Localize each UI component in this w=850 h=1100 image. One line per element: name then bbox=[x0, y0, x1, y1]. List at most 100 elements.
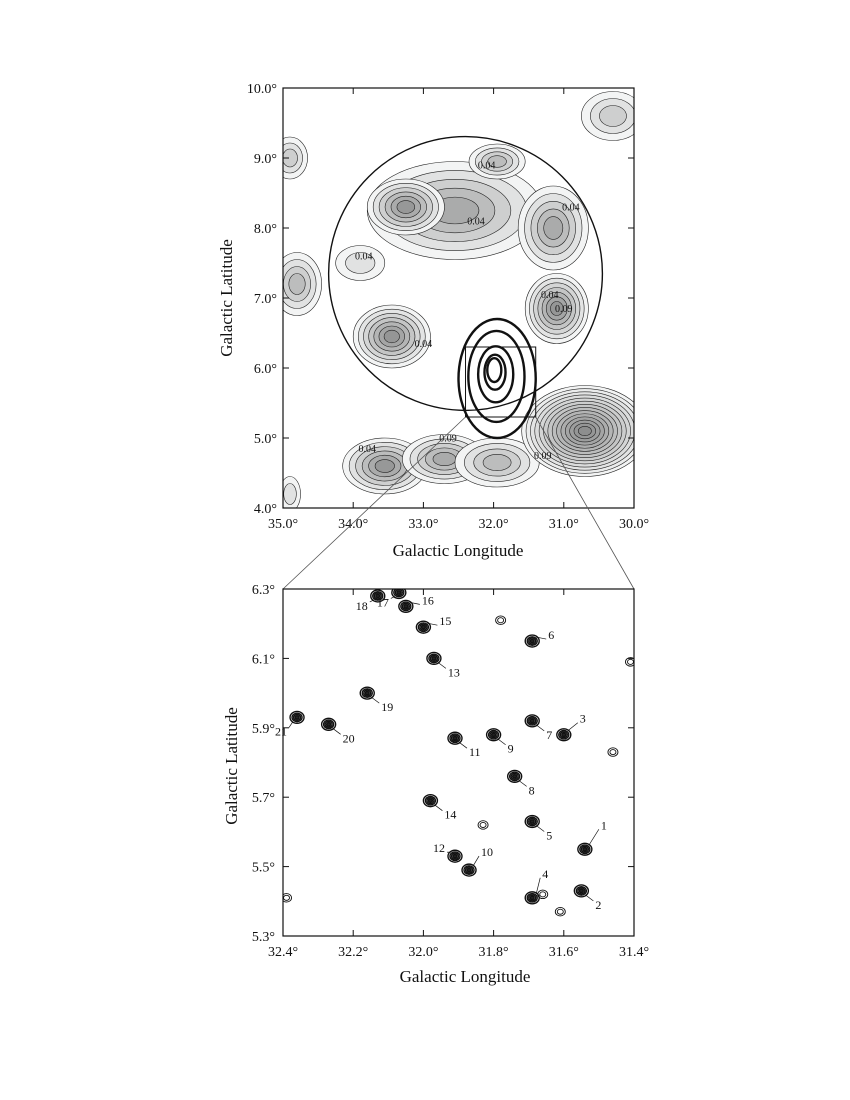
source-contour bbox=[283, 894, 290, 901]
bottom-x-tick-label: 32.2° bbox=[338, 945, 368, 960]
source-contour bbox=[426, 796, 435, 805]
source-label: 9 bbox=[508, 742, 514, 756]
source-leader-line bbox=[371, 696, 380, 704]
source-label: 13 bbox=[448, 665, 460, 679]
source-leader-line bbox=[434, 804, 443, 811]
source-contour bbox=[495, 615, 507, 625]
source-contour bbox=[524, 634, 540, 648]
bottom-source-contours bbox=[283, 589, 634, 917]
bottom-y-ticks: 5.3° 5.5° 5.7° 5.9° 6.1° 6.3° bbox=[252, 583, 634, 945]
source-leader-line bbox=[585, 894, 594, 902]
source-leader-line bbox=[472, 855, 480, 867]
source-contour bbox=[363, 689, 372, 697]
source-contour bbox=[511, 773, 518, 779]
source-contour bbox=[427, 798, 434, 804]
top-y-tick-label: 8.0° bbox=[254, 222, 277, 237]
top-x-tick-label: 32.0° bbox=[479, 517, 509, 532]
source-leader-line bbox=[409, 602, 420, 605]
source-contour bbox=[322, 719, 335, 730]
source-contour bbox=[396, 590, 402, 595]
source-contour bbox=[452, 853, 458, 859]
source-contour bbox=[466, 867, 472, 873]
source-contour bbox=[625, 657, 634, 667]
source-contour bbox=[573, 884, 590, 898]
source-contour bbox=[506, 769, 523, 784]
top-y-tick-label: 10.0° bbox=[247, 82, 277, 97]
source-contour bbox=[449, 733, 461, 744]
source-leader-line bbox=[535, 877, 541, 894]
bottom-y-tick-label: 5.5° bbox=[252, 861, 275, 876]
source-contour bbox=[529, 718, 535, 724]
source-leader-line bbox=[427, 622, 438, 626]
source-contour bbox=[526, 715, 538, 726]
map-contour bbox=[345, 252, 376, 274]
bottom-plot-frame bbox=[282, 588, 635, 937]
source-contour bbox=[529, 638, 535, 644]
source-label: 20 bbox=[343, 731, 355, 745]
bottom-y-tick-label: 5.9° bbox=[252, 722, 275, 737]
top-x-axis-title: Galactic Longitude bbox=[393, 541, 524, 560]
map-contour bbox=[543, 216, 564, 240]
source-contour bbox=[556, 728, 572, 742]
top-y-tick-label: 9.0° bbox=[254, 152, 277, 167]
source-contour bbox=[426, 651, 442, 666]
source-contour bbox=[361, 688, 373, 699]
bottom-y-tick-label: 6.1° bbox=[252, 652, 275, 667]
source-label: 7 bbox=[546, 728, 552, 742]
source-contour bbox=[428, 653, 440, 664]
source-label: 6 bbox=[548, 628, 554, 642]
source-contour bbox=[398, 599, 414, 613]
source-contour bbox=[289, 710, 305, 725]
top-x-ticks: 35.0° 34.0° 33.0° 32.0° 31.0° 30.0° bbox=[268, 88, 649, 532]
source-contour bbox=[526, 816, 538, 827]
contour-label: 0.04 bbox=[467, 217, 485, 228]
source-leader-line bbox=[536, 825, 545, 832]
contour-label: 0.04 bbox=[415, 339, 433, 350]
map-contour bbox=[396, 200, 416, 214]
source-contour bbox=[556, 908, 564, 915]
top-y-tick-label: 7.0° bbox=[254, 292, 277, 307]
source-label: 19 bbox=[381, 700, 393, 714]
source-contour bbox=[452, 735, 458, 741]
map-contour bbox=[578, 425, 592, 437]
top-x-tick-label: 33.0° bbox=[408, 517, 438, 532]
bottom-x-axis-title: Galactic Longitude bbox=[400, 967, 531, 986]
source-contour bbox=[524, 814, 540, 829]
source-contour bbox=[528, 894, 537, 902]
source-contour bbox=[559, 731, 568, 739]
bold-contour bbox=[467, 329, 526, 424]
source-label: 16 bbox=[422, 593, 434, 607]
source-contour bbox=[487, 729, 500, 740]
source-contour bbox=[364, 690, 370, 696]
map-contour bbox=[550, 301, 564, 316]
source-contour bbox=[510, 772, 519, 781]
bottom-x-tick-label: 31.4° bbox=[619, 945, 649, 960]
top-y-tick-label: 6.0° bbox=[254, 362, 277, 377]
source-label: 2 bbox=[595, 898, 601, 912]
bottom-y-axis-title: Galactic Latitude bbox=[222, 707, 241, 825]
source-contour bbox=[528, 637, 537, 645]
source-leader-line bbox=[518, 780, 527, 787]
source-contour bbox=[464, 866, 474, 874]
source-contour bbox=[524, 714, 540, 728]
source-contour bbox=[431, 656, 437, 661]
source-contour bbox=[561, 732, 567, 738]
source-contour bbox=[528, 717, 537, 725]
map-contour bbox=[482, 454, 512, 471]
source-label: 15 bbox=[439, 614, 451, 628]
source-contour bbox=[477, 820, 489, 830]
map-contour bbox=[487, 155, 507, 168]
source-contour bbox=[479, 821, 487, 828]
source-contour bbox=[292, 713, 302, 722]
source-contour bbox=[420, 624, 427, 630]
source-leader-line bbox=[497, 738, 506, 746]
top-y-tick-label: 4.0° bbox=[254, 502, 277, 517]
top-panel: 0.04 0.04 0.04 0.04 0.04 0.09 0.04 0.09 0.04 0.09… bbox=[217, 82, 649, 560]
source-contour bbox=[528, 817, 537, 826]
source-contour bbox=[526, 892, 538, 903]
source-contour bbox=[529, 895, 535, 901]
source-contour bbox=[575, 885, 588, 896]
source-contour bbox=[579, 844, 591, 855]
source-contour bbox=[537, 889, 549, 900]
